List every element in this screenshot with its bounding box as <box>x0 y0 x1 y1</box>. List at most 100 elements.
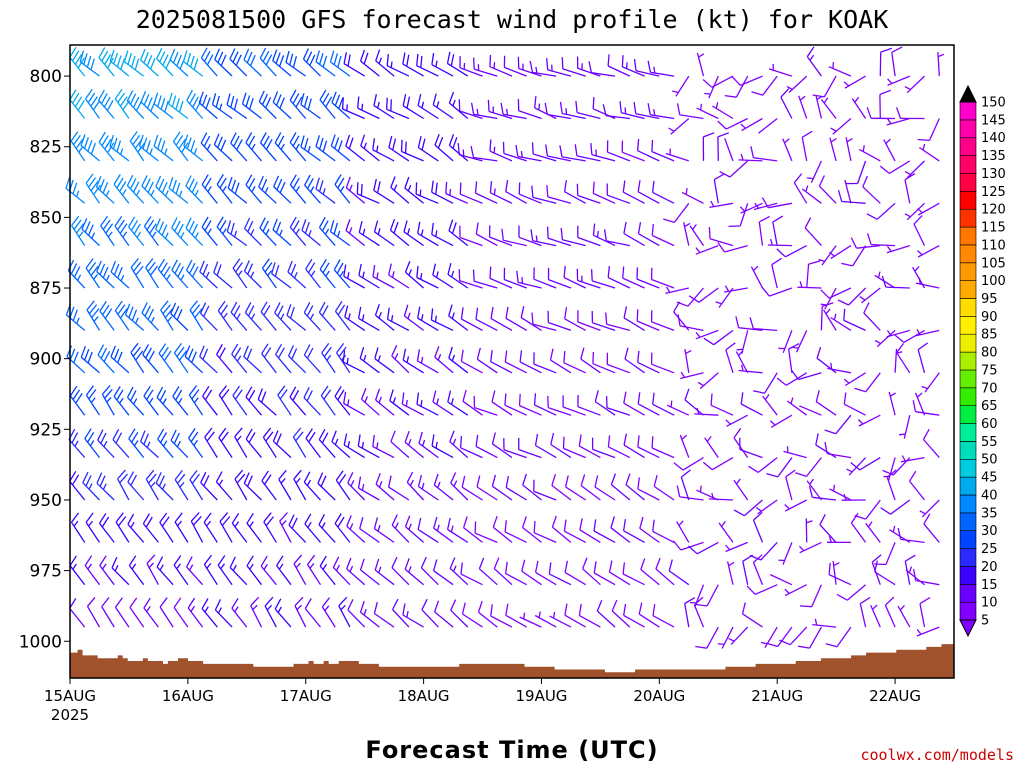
wind-barb <box>417 306 439 331</box>
barb-flag-half <box>407 438 412 446</box>
barb-flag-full <box>651 223 654 236</box>
wind-barb <box>343 391 366 416</box>
barb-shaft <box>563 362 586 374</box>
wind-barb <box>358 263 380 289</box>
barb-shaft <box>478 568 498 586</box>
wind-barb <box>346 557 366 586</box>
colorbar-label: 55 <box>981 435 998 450</box>
colorbar-box <box>959 530 977 549</box>
barb-flag-full <box>804 217 812 229</box>
colorbar-label: 80 <box>981 346 998 361</box>
barb-flag-half <box>872 604 878 610</box>
barb-shaft <box>665 152 689 162</box>
barb-shaft <box>534 404 557 416</box>
barb-shaft <box>846 584 867 601</box>
barb-shaft <box>272 440 292 459</box>
barb-shaft <box>321 606 336 628</box>
wind-barb <box>766 626 793 648</box>
barb-flag-full <box>174 512 183 523</box>
barb-flag-half <box>103 440 108 448</box>
wind-barb <box>836 584 867 601</box>
barb-flag-full <box>358 263 362 276</box>
barb-flag-half <box>263 563 268 570</box>
barb-flag-half <box>324 228 330 235</box>
barb-shaft <box>696 541 719 555</box>
barb-flag-full <box>449 557 456 569</box>
barb-shaft <box>433 570 454 586</box>
wind-barb <box>886 329 910 338</box>
barb-flag-full <box>73 219 82 230</box>
barb-shaft <box>391 355 410 374</box>
barb-flag-full <box>114 300 123 311</box>
barb-shaft <box>823 75 837 98</box>
barb-flag-full <box>733 509 745 517</box>
barb-shaft <box>710 404 734 416</box>
wind-barb <box>172 131 189 162</box>
barb-flag-half <box>309 562 315 569</box>
barb-shaft <box>695 329 719 340</box>
barb-flag-full <box>128 216 136 228</box>
wind-barb <box>904 75 925 94</box>
barb-flag-full <box>647 60 652 73</box>
barb-flag-full <box>392 138 397 151</box>
barb-shaft <box>768 68 793 77</box>
wind-barb <box>534 611 557 628</box>
barb-shaft <box>110 271 130 289</box>
barb-flag-full <box>145 258 154 269</box>
barb-shaft <box>594 401 616 416</box>
wind-barb <box>533 393 557 416</box>
barb-flag-full <box>90 58 96 70</box>
barb-flag-half <box>347 399 350 406</box>
wind-barb <box>372 434 395 459</box>
barb-shaft <box>906 202 925 221</box>
wind-barb <box>343 264 366 289</box>
barb-shaft <box>293 478 307 501</box>
barb-shaft <box>725 349 734 373</box>
barb-shaft <box>797 286 822 289</box>
barb-flag-full <box>687 545 698 555</box>
barb-flag-full <box>117 266 123 279</box>
wind-barb <box>188 428 204 458</box>
wind-barb <box>912 568 940 586</box>
barb-shaft <box>125 314 145 331</box>
barb-flag-full <box>199 302 207 314</box>
barb-shaft <box>564 571 587 586</box>
wind-barb <box>80 345 100 374</box>
barb-flag-full <box>172 51 179 64</box>
barb-shaft <box>637 403 660 416</box>
wind-barb <box>655 557 675 586</box>
wind-barb <box>347 472 366 501</box>
wind-barb <box>562 436 586 459</box>
barb-flag-full <box>315 50 321 62</box>
barb-shaft <box>460 447 483 459</box>
barb-flag-full <box>799 605 812 608</box>
barb-flag-full <box>143 94 150 106</box>
barb-flag-full <box>263 304 271 316</box>
wind-barb <box>918 143 940 162</box>
barb-flag-full <box>250 596 260 607</box>
wind-barb <box>171 217 189 247</box>
barb-flag-half <box>193 148 198 155</box>
barb-flag-full <box>88 177 97 188</box>
barb-flag-full <box>504 520 507 532</box>
barb-flag-full <box>801 130 813 138</box>
barb-flag-full <box>304 598 312 609</box>
barb-flag-full <box>676 301 689 307</box>
barb-flag-half <box>75 190 80 197</box>
barb-flag-half <box>131 563 137 570</box>
barb-flag-full <box>248 432 256 443</box>
barb-flag-full <box>319 555 327 567</box>
barb-shaft <box>740 75 763 86</box>
barb-flag-full <box>504 350 508 363</box>
wind-barb <box>288 345 307 374</box>
barb-shaft <box>532 323 557 332</box>
wind-barb <box>534 560 557 586</box>
wind-barb <box>857 414 881 427</box>
wind-barb <box>741 602 763 628</box>
barb-flag-full <box>850 237 858 249</box>
wind-barb <box>665 286 689 295</box>
barb-shaft <box>606 240 631 247</box>
wind-barb <box>866 107 896 120</box>
barb-flag-full <box>360 388 367 400</box>
barb-flag-full <box>337 304 346 316</box>
